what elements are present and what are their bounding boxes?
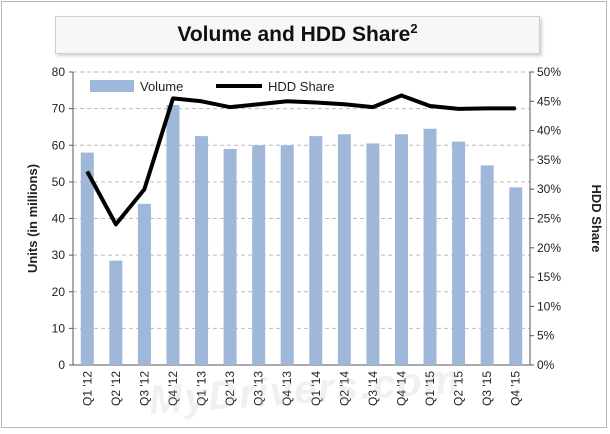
bar-volume: [109, 260, 123, 365]
bar-volume: [80, 152, 94, 365]
y2-axis-title: HDD Share: [589, 185, 604, 253]
legend-swatch-volume: [90, 80, 134, 92]
bar-volume: [366, 143, 380, 365]
x-tick-label: Q2 '12: [109, 371, 123, 406]
x-tick-label: Q1 '12: [80, 371, 94, 406]
x-tick-label: Q2 '13: [223, 371, 237, 406]
line-point-hdd-share: [258, 103, 260, 105]
x-tick-label: Q4 '14: [394, 371, 408, 406]
x-tick-label: Q3 '13: [252, 371, 266, 406]
y2-tick-label: 45%: [537, 94, 561, 108]
x-tick-label: Q1 '13: [195, 371, 209, 406]
bar-volume: [309, 136, 323, 365]
line-point-hdd-share: [172, 97, 174, 99]
line-point-hdd-share: [143, 188, 145, 190]
line-point-hdd-share: [486, 107, 488, 109]
x-tick-label: Q3 '12: [137, 371, 151, 406]
line-point-hdd-share: [115, 223, 117, 225]
x-tick-label: Q4 '15: [509, 371, 523, 406]
y2-tick-label: 5%: [537, 329, 555, 343]
y2-tick-label: 40%: [537, 124, 561, 138]
x-tick-label: Q1 '15: [423, 371, 437, 406]
line-point-hdd-share: [286, 100, 288, 102]
bar-volume: [452, 141, 466, 365]
y-tick-label: 80: [52, 65, 66, 79]
line-point-hdd-share: [429, 105, 431, 107]
y2-tick-label: 35%: [537, 153, 561, 167]
x-tick-label: Q3 '15: [480, 371, 494, 406]
x-tick-label: Q4 '12: [166, 371, 180, 406]
x-tick-label: Q1 '14: [309, 371, 323, 406]
x-tick-label: Q3 '14: [366, 371, 380, 406]
bar-volume: [166, 104, 180, 366]
bar-volume: [394, 134, 408, 365]
y-axis-title: Units (in millions): [25, 164, 40, 273]
bar-volume: [337, 134, 351, 365]
y2-tick-label: 20%: [537, 241, 561, 255]
legend-label-hdd-share: HDD Share: [268, 79, 334, 94]
bar-volume: [280, 145, 294, 365]
y-tick-label: 10: [52, 321, 66, 335]
y2-tick-label: 0%: [537, 358, 555, 372]
y-tick-label: 60: [52, 138, 66, 152]
bar-volume: [195, 136, 209, 365]
line-point-hdd-share: [229, 106, 231, 108]
y2-tick-label: 10%: [537, 299, 561, 313]
line-point-hdd-share: [86, 171, 88, 173]
bar-volume: [509, 187, 523, 365]
line-point-hdd-share: [515, 107, 517, 109]
legend-label-volume: Volume: [140, 79, 183, 94]
line-point-hdd-share: [400, 94, 402, 96]
title-superscript: 2: [410, 21, 418, 36]
chart-title: Volume and HDD Share2: [177, 21, 418, 46]
x-tick-label: Q2 '14: [337, 371, 351, 406]
line-point-hdd-share: [201, 100, 203, 102]
title-box: Volume and HDD Share2: [55, 16, 540, 54]
line-point-hdd-share: [343, 103, 345, 105]
y-tick-label: 50: [52, 175, 66, 189]
line-point-hdd-share: [458, 108, 460, 110]
y-tick-label: 20: [52, 285, 66, 299]
y2-tick-label: 15%: [537, 270, 561, 284]
bar-volume: [252, 145, 266, 365]
line-hdd-share: [85, 93, 516, 227]
y-tick-label: 30: [52, 248, 66, 262]
x-tick-label: Q2 '15: [452, 371, 466, 406]
y-tick-label: 70: [52, 102, 66, 116]
y2-tick-label: 50%: [537, 65, 561, 79]
bar-volume: [480, 165, 494, 365]
bar-volume: [423, 128, 437, 365]
bar-volume: [137, 203, 151, 365]
bar-volume: [223, 148, 237, 365]
y-tick-label: 0: [58, 358, 65, 372]
line-point-hdd-share: [372, 106, 374, 108]
y-tick-label: 40: [52, 212, 66, 226]
y2-tick-label: 25%: [537, 212, 561, 226]
y2-tick-label: 30%: [537, 182, 561, 196]
x-tick-label: Q4 '13: [280, 371, 294, 406]
line-point-hdd-share: [315, 101, 317, 103]
